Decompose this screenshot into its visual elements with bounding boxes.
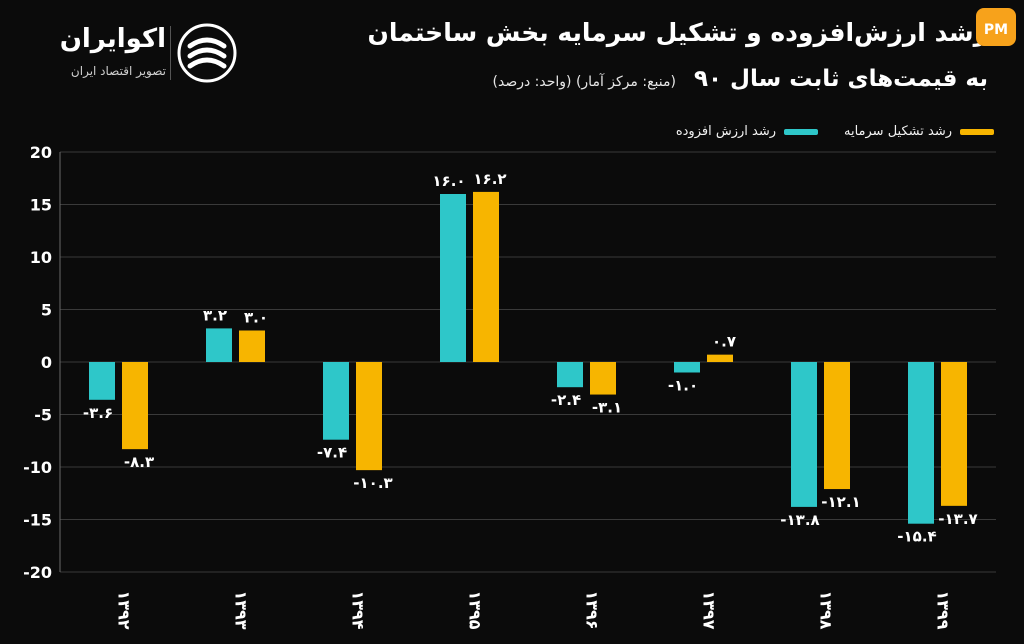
data-label-value-added: -۱.۰ xyxy=(668,377,698,395)
bar-value-added xyxy=(791,362,817,507)
bar-value-added xyxy=(674,362,700,373)
bar-capital-formation xyxy=(473,191,499,362)
bar-value-added xyxy=(557,362,583,388)
data-label-value-added: -۷.۴ xyxy=(317,444,347,462)
source-unit-note: (منبع: مرکز آمار) (واحد: درصد) xyxy=(492,74,676,90)
data-label-capital-formation: -۱۲.۱ xyxy=(821,493,860,511)
data-label-capital-formation: ۳.۰ xyxy=(244,309,268,327)
data-label-value-added: ۱۶.۰ xyxy=(432,172,465,190)
bar-capital-formation xyxy=(122,362,148,450)
y-tick-label: -10 xyxy=(23,458,52,477)
x-tick-label: ۱۳۹۴ xyxy=(349,590,368,629)
data-label-capital-formation: -۳.۱ xyxy=(592,399,622,417)
legend-swatch-value-added xyxy=(784,128,818,135)
chart-subtitle-text: به قیمت‌های ثابت سال ۹۰ xyxy=(693,66,988,92)
bar-capital-formation xyxy=(941,362,967,506)
x-tick-label: ۱۳۹۵ xyxy=(466,590,485,629)
data-label-capital-formation: -۱۳.۷ xyxy=(938,510,977,528)
legend-label-value-added: رشد ارزش افزوده xyxy=(675,124,776,139)
y-tick-label: 5 xyxy=(41,301,52,320)
x-tick-label: ۱۳۹۳ xyxy=(232,590,251,629)
data-label-value-added: ۳.۲ xyxy=(203,306,227,324)
legend-label-capital-formation: رشد تشکیل سرمایه xyxy=(844,124,952,139)
bar-value-added xyxy=(89,362,115,400)
ecoiran-logo-icon xyxy=(177,23,237,83)
x-tick-label: ۱۳۹۸ xyxy=(817,590,836,629)
data-label-capital-formation: ۱۶.۲ xyxy=(473,170,506,188)
data-label-capital-formation: -۸.۳ xyxy=(124,453,154,471)
bar-capital-formation xyxy=(590,362,616,395)
legend-item-value-added: رشد ارزش افزوده xyxy=(676,124,818,139)
data-label-value-added: -۲.۴ xyxy=(551,391,581,409)
pm-badge-icon: PM xyxy=(976,8,1016,46)
brand-subtitle: تصویر اقتصاد ایران xyxy=(70,64,166,78)
y-tick-label: -5 xyxy=(34,406,52,425)
chart-subtitle: به قیمت‌های ثابت سال ۹۰ (منبع: مرکز آمار… xyxy=(348,66,988,92)
data-label-value-added: -۱۳.۸ xyxy=(780,511,819,529)
svg-text:PM: PM xyxy=(984,22,1008,38)
bar-value-added xyxy=(908,362,934,524)
bar-value-added xyxy=(323,362,349,440)
x-tick-label: ۱۳۹۲ xyxy=(115,590,134,629)
data-label-value-added: -۳.۶ xyxy=(83,404,113,422)
logo-divider xyxy=(170,26,171,80)
bar-capital-formation xyxy=(707,354,733,362)
bar-capital-formation xyxy=(824,362,850,490)
y-tick-label: 10 xyxy=(30,248,52,267)
x-tick-label: ۱۳۹۷ xyxy=(700,590,719,629)
bar-capital-formation xyxy=(356,362,382,471)
data-label-value-added: -۱۵.۴ xyxy=(897,528,936,546)
data-label-capital-formation: -۱۰.۳ xyxy=(353,474,392,492)
x-tick-label: ۱۳۹۶ xyxy=(583,590,602,629)
legend-swatch-capital-formation xyxy=(960,128,994,135)
y-tick-label: 20 xyxy=(30,143,52,162)
legend: رشد تشکیل سرمایه رشد ارزش افزوده xyxy=(676,124,994,139)
bar-value-added xyxy=(206,328,232,362)
bar-capital-formation xyxy=(239,330,265,362)
y-tick-label: -20 xyxy=(23,563,52,582)
y-tick-label: 0 xyxy=(41,353,52,372)
y-tick-label: -15 xyxy=(23,511,52,530)
chart-title: رشد ارزش‌افزوده و تشکیل سرمایه بخش ساختم… xyxy=(367,18,988,47)
x-tick-label: ۱۳۹۹ xyxy=(934,590,953,629)
data-label-capital-formation: ۰.۷ xyxy=(712,333,736,351)
legend-item-capital-formation: رشد تشکیل سرمایه xyxy=(844,124,994,139)
brand-name: اکوایران xyxy=(59,24,166,54)
bar-value-added xyxy=(440,194,466,362)
y-tick-label: 15 xyxy=(30,196,52,215)
